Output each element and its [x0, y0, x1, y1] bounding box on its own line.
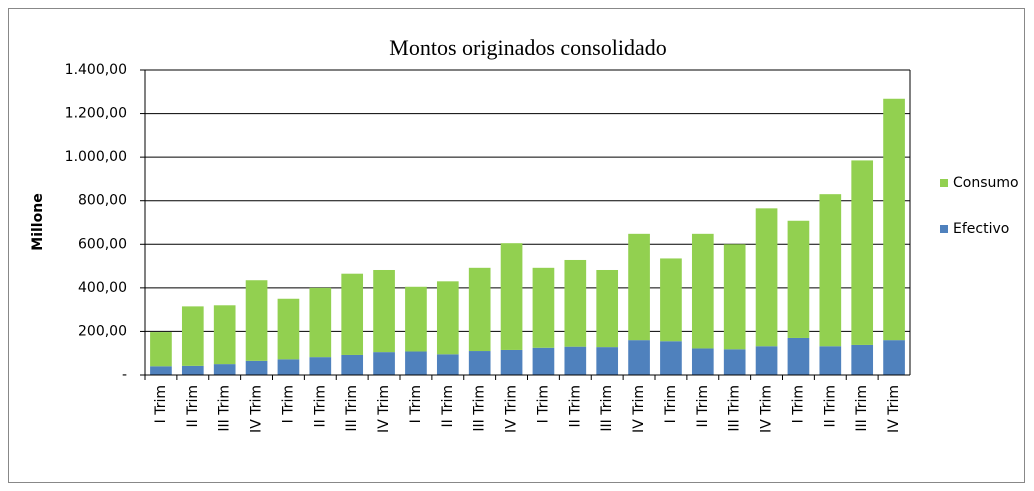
x-tick-label: I Trim: [153, 385, 169, 423]
bar-segment: [851, 344, 874, 375]
bar-segment: [436, 281, 459, 355]
x-tick-label: IV Trim: [631, 385, 647, 433]
bar-segment: [851, 160, 874, 345]
x-tick-label: II Trim: [695, 385, 711, 428]
y-tick-label: -: [122, 367, 127, 383]
x-tick-label: II Trim: [312, 385, 328, 428]
bar-segment: [405, 286, 427, 352]
bar-segment: [564, 259, 587, 347]
legend-label: Efectivo: [953, 221, 1009, 237]
y-tick-label: 600,00: [78, 236, 127, 252]
bar-segment: [245, 280, 268, 361]
bar-segment: [373, 269, 395, 353]
x-tick-label: IV Trim: [504, 385, 520, 433]
bar-segment: [787, 337, 810, 375]
bar-segment: [787, 220, 810, 338]
bar-segment: [883, 340, 905, 375]
y-tick-label: 800,00: [78, 193, 127, 209]
bar-segment: [819, 346, 842, 375]
bar-segment: [181, 365, 204, 375]
legend-swatch: [940, 179, 948, 187]
chart-title: Montos originados consolidado: [389, 35, 666, 60]
x-tick-label: III Trim: [472, 385, 488, 432]
legend-label: Consumo: [953, 175, 1019, 191]
y-tick-label: 400,00: [78, 280, 127, 296]
bar-segment: [500, 349, 523, 375]
y-tick-label: 1.200,00: [65, 106, 127, 122]
bar-segment: [213, 305, 236, 365]
x-tick-label: II Trim: [185, 385, 201, 428]
bar-segment: [691, 233, 714, 349]
x-tick-label: IV Trim: [886, 385, 902, 433]
bar-segment: [436, 354, 459, 375]
x-tick-label: III Trim: [727, 385, 743, 432]
bar-segment: [628, 340, 650, 375]
x-tick-label: II Trim: [440, 385, 456, 428]
bar-segment: [309, 357, 332, 375]
x-tick-label: I Trim: [535, 385, 551, 423]
bar-segment: [468, 267, 491, 352]
x-tick-label: II Trim: [567, 385, 583, 428]
bar-segment: [819, 194, 842, 347]
bar-segment: [181, 306, 204, 366]
bar-segment: [628, 233, 650, 341]
bar-segment: [277, 298, 300, 360]
bar-segment: [596, 347, 619, 375]
bar-segment: [883, 98, 905, 341]
bar-segment: [660, 341, 682, 375]
x-tick-label: III Trim: [599, 385, 615, 432]
y-tick-label: 200,00: [78, 323, 127, 339]
legend-swatch: [940, 225, 948, 233]
x-tick-label: IV Trim: [249, 385, 265, 433]
bar-segment: [532, 267, 555, 348]
y-tick-label: 1.000,00: [65, 149, 127, 165]
x-tick-label: III Trim: [217, 385, 233, 432]
bar-segment: [723, 349, 746, 375]
x-tick-label: I Trim: [280, 385, 296, 423]
x-tick-label: III Trim: [344, 385, 360, 432]
bar-segment: [341, 354, 364, 375]
x-tick-label: IV Trim: [759, 385, 775, 433]
x-tick-label: I Trim: [790, 385, 806, 423]
bar-segment: [532, 347, 555, 375]
bar-segment: [309, 287, 332, 358]
bar-segment: [373, 352, 395, 375]
bar-segment: [596, 269, 619, 348]
bar-segment: [341, 273, 364, 355]
bar-segment: [564, 346, 587, 375]
bar-segment: [405, 351, 427, 375]
x-tick-label: IV Trim: [376, 385, 392, 433]
x-tick-label: I Trim: [408, 385, 424, 423]
bar-segment: [468, 351, 491, 375]
y-tick-label: 1.400,00: [65, 62, 127, 78]
bar-segment: [150, 366, 172, 375]
bar-segment: [150, 332, 172, 367]
bar-segment: [213, 364, 236, 375]
bar-segment: [755, 208, 778, 347]
bar-segment: [723, 244, 746, 350]
bar-segment: [660, 258, 682, 342]
bar-segment: [245, 360, 268, 375]
x-tick-label: I Trim: [663, 385, 679, 423]
bar-segment: [277, 359, 300, 375]
bar-segment: [755, 346, 778, 375]
bar-segment: [691, 348, 714, 375]
y-axis-label: Millone: [30, 193, 46, 250]
x-tick-label: II Trim: [822, 385, 838, 428]
bar-segment: [500, 243, 523, 350]
x-tick-label: III Trim: [854, 385, 870, 432]
